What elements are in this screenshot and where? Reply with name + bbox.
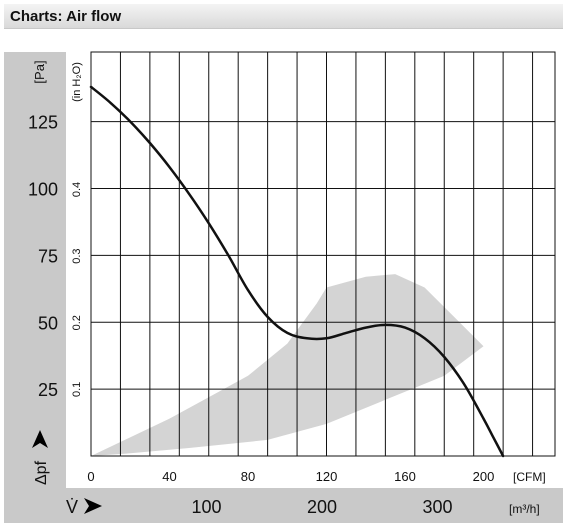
fan-curve-line [89,85,505,458]
y-tick-pa: 50 [38,313,58,333]
chart-header-title: Charts: Air flow [10,8,122,25]
plot-frame [90,51,556,457]
y-axis-symbol: Δpf [33,460,50,485]
x-tick-cfm: 160 [394,469,416,484]
y-tick-pa: 100 [28,180,58,200]
x-unit-cfm: [CFM] [513,470,546,484]
x-unit-m3h: [m³/h] [509,502,540,516]
x-axis-panel [66,488,563,523]
y-tick-inh2o: 0.4 [71,182,83,197]
y-tick-inh2o: 0.2 [71,315,83,330]
y-tick-pa: 125 [28,113,58,133]
x-tick-cfm: 200 [473,469,495,484]
x-tick-cfm: 120 [316,469,338,484]
x-tick-cfm: 40 [162,469,176,484]
x-tick-m3h: 300 [423,497,453,517]
x-tick-m3h: 200 [307,497,337,517]
y-tick-inh2o: 0.3 [71,248,83,263]
y-tick-pa: 25 [38,380,58,400]
y-unit-pa: [Pa] [32,60,47,83]
x-tick-cfm: 0 [87,469,94,484]
x-axis-arrow-icon [84,498,102,514]
x-tick-m3h: 100 [191,497,221,517]
y-tick-pa: 75 [38,246,58,266]
chart-header: Charts: Air flow [4,4,563,29]
x-axis-symbol: V̇ [66,497,78,517]
x-tick-cfm: 80 [241,469,255,484]
y-unit-inh2o: (in H₂O) [71,62,83,102]
y-axis-arrow-icon [32,430,48,448]
y-tick-inh2o: 0.1 [71,382,83,397]
